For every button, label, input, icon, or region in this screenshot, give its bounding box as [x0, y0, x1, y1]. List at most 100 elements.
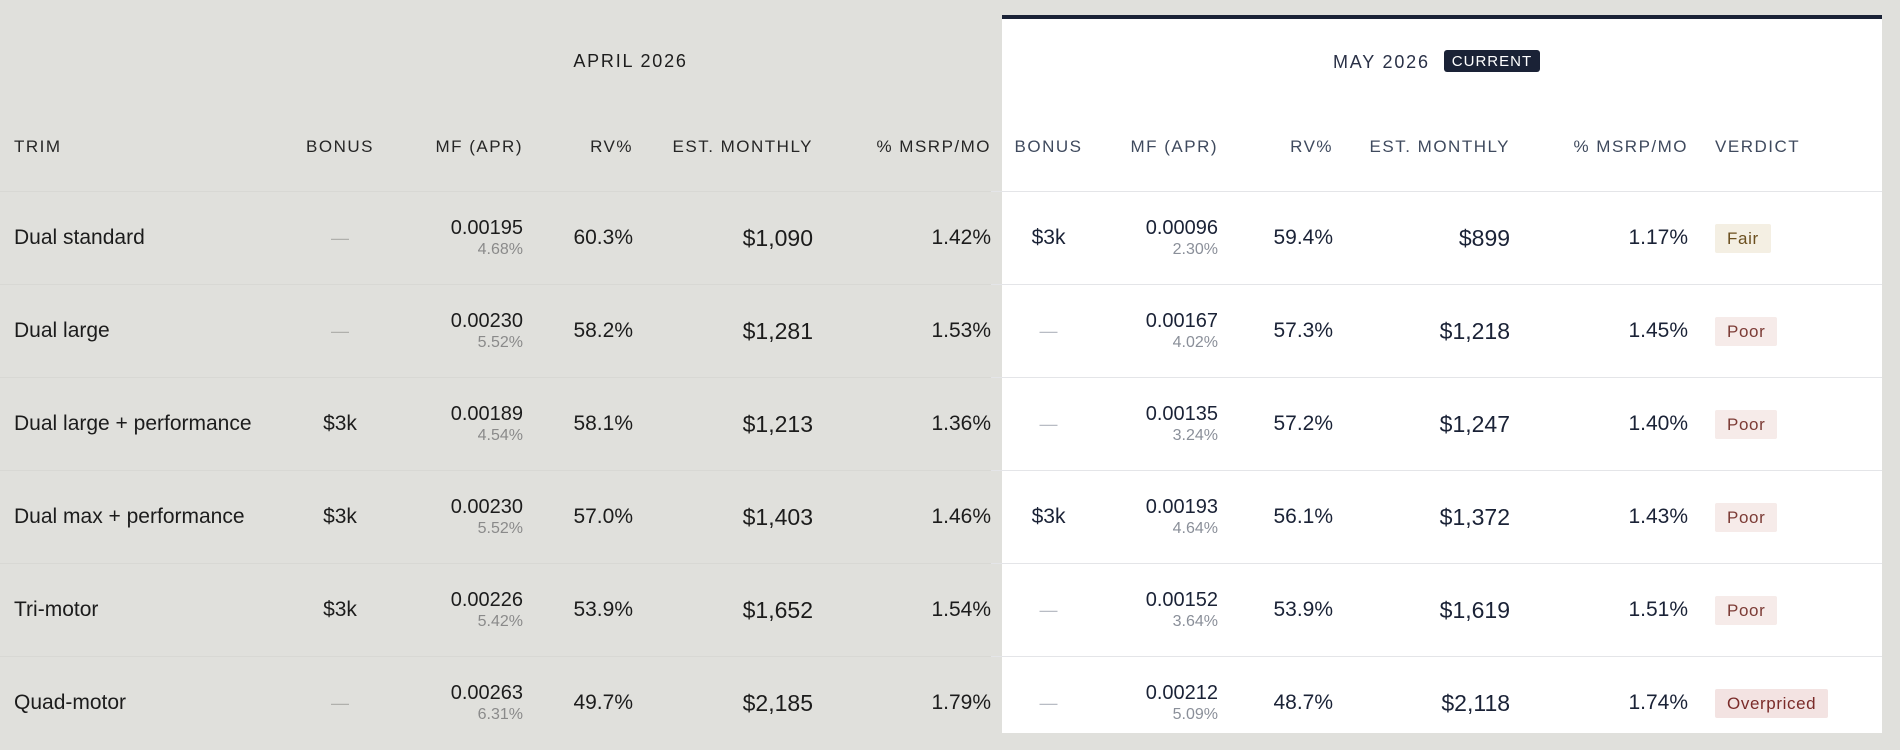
equivalent-apr: 5.52% [477, 520, 523, 537]
april-monthly-cell: $1,281 [633, 284, 813, 378]
money-factor: 0.00230 [450, 496, 523, 518]
may-bonus-cell: — [991, 656, 1107, 750]
may-bonus-cell: — [991, 563, 1107, 657]
april-rv-cell: 58.2% [523, 284, 633, 378]
april-monthly-cell: $1,403 [633, 470, 813, 564]
bonus-none-dash: — [1039, 414, 1058, 434]
may-rv-cell: 57.3% [1218, 284, 1334, 378]
money-factor: 0.00193 [1145, 496, 1219, 518]
col-header-april-mf: MF (APR) [435, 137, 523, 156]
may-pct-msrp-cell: 1.74% [1510, 656, 1689, 750]
col-header-may-mf: MF (APR) [1130, 137, 1219, 156]
equivalent-apr: 4.02% [1172, 334, 1219, 351]
verdict-badge: Fair [1715, 223, 1771, 253]
col-header-april-monthly: EST. MONTHLY [672, 137, 813, 156]
table-row: Dual large — 0.00230 5.52% 58.2% $1,281 1.53% —… [0, 284, 1883, 378]
april-mf-cell: 0.00230 5.52% [390, 284, 523, 378]
may-rv-cell: 56.1% [1218, 470, 1334, 564]
equivalent-apr: 4.64% [1172, 520, 1219, 537]
verdict-badge: Poor [1715, 595, 1778, 625]
equivalent-apr: 5.09% [1172, 706, 1219, 724]
money-factor: 0.00152 [1145, 589, 1219, 611]
money-factor: 0.00263 [450, 682, 523, 705]
verdict-badge: Overpriced [1715, 688, 1829, 718]
money-factor: 0.00189 [450, 403, 523, 425]
verdict-badge: Poor [1715, 409, 1778, 439]
trim-cell: Dual large [0, 284, 270, 378]
period-may-label: MAY 2026 [1332, 51, 1430, 72]
may-mf-cell: 0.00096 2.30% [1106, 191, 1219, 285]
april-monthly-cell: $1,213 [633, 377, 813, 471]
may-mf-cell: 0.00152 3.64% [1106, 563, 1219, 657]
april-monthly-cell: $1,090 [633, 191, 813, 285]
bonus-none-dash: — [1039, 321, 1058, 341]
table-row: Dual large + performance $3k 0.00189 4.54% 5… [0, 377, 1883, 471]
may-monthly-cell: $1,619 [1333, 563, 1511, 657]
equivalent-apr: 4.68% [477, 241, 523, 258]
equivalent-apr: 6.31% [477, 706, 523, 724]
may-rv-cell: 53.9% [1218, 563, 1334, 657]
verdict-cell: Poor [1688, 284, 1883, 378]
money-factor: 0.00230 [450, 310, 523, 332]
verdict-cell: Poor [1688, 563, 1883, 657]
may-mf-cell: 0.00167 4.02% [1106, 284, 1219, 378]
may-mf-cell: 0.00212 5.09% [1106, 656, 1219, 750]
equivalent-apr: 5.42% [477, 613, 523, 630]
may-monthly-cell: $899 [1333, 191, 1511, 285]
money-factor: 0.00212 [1145, 682, 1219, 705]
col-header-april-pct: % MSRP/MO [876, 137, 992, 156]
bonus-none-dash: — [331, 228, 349, 248]
period-may: MAY 2026 CURRENT [991, 19, 1882, 103]
col-header-trim: TRIM [14, 137, 62, 156]
bonus-none-dash: — [1039, 600, 1058, 620]
april-rv-cell: 57.0% [523, 470, 633, 564]
may-rv-cell: 57.2% [1218, 377, 1334, 471]
may-pct-msrp-cell: 1.51% [1510, 563, 1689, 657]
verdict-cell: Fair [1688, 191, 1883, 285]
may-pct-msrp-cell: 1.40% [1510, 377, 1689, 471]
table-row: Tri-motor $3k 0.00226 5.42% 53.9% $1,652 1.54%… [0, 563, 1883, 657]
equivalent-apr: 2.30% [1172, 241, 1219, 258]
verdict-cell: Poor [1688, 470, 1883, 564]
may-mf-cell: 0.00193 4.64% [1106, 470, 1219, 564]
april-rv-cell: 60.3% [523, 191, 633, 285]
verdict-badge: Poor [1715, 502, 1778, 532]
col-header-may-pct: % MSRP/MO [1573, 137, 1689, 156]
april-rv-cell: 58.1% [523, 377, 633, 471]
may-bonus-cell: $3k [991, 191, 1107, 285]
money-factor: 0.00167 [1145, 310, 1219, 332]
april-bonus-cell: — [270, 656, 390, 750]
trim-cell: Dual large + performance [0, 377, 270, 471]
trim-cell: Dual standard [0, 191, 270, 285]
april-mf-cell: 0.00195 4.68% [390, 191, 523, 285]
period-spacer [0, 19, 270, 103]
may-rv-cell: 59.4% [1218, 191, 1334, 285]
col-header-may-monthly: EST. MONTHLY [1369, 137, 1511, 156]
april-bonus-cell: $3k [270, 470, 390, 564]
may-pct-msrp-cell: 1.43% [1510, 470, 1689, 564]
april-rv-cell: 49.7% [523, 656, 633, 750]
equivalent-apr: 3.24% [1172, 427, 1219, 444]
money-factor: 0.00195 [450, 217, 523, 239]
april-bonus-cell: — [270, 284, 390, 378]
table-row: Dual max + performance $3k 0.00230 5.52% 57.… [0, 470, 1883, 564]
col-header-verdict: VERDICT [1715, 137, 1801, 156]
col-header-may-rv: RV% [1290, 137, 1334, 156]
april-mf-cell: 0.00263 6.31% [390, 656, 523, 750]
april-mf-cell: 0.00226 5.42% [390, 563, 523, 657]
april-rv-cell: 53.9% [523, 563, 633, 657]
april-pct-msrp-cell: 1.46% [813, 470, 992, 564]
lease-comparison-table: APRIL 2026 MAY 2026 CURRENT TRIM BONUS MF… [0, 19, 1883, 750]
april-bonus-cell: — [270, 191, 390, 285]
may-pct-msrp-cell: 1.17% [1510, 191, 1689, 285]
col-header-april-bonus: BONUS [306, 137, 374, 156]
current-badge: CURRENT [1443, 49, 1541, 72]
money-factor: 0.00226 [450, 589, 523, 611]
april-monthly-cell: $2,185 [633, 656, 813, 750]
period-april-label: APRIL 2026 [573, 50, 688, 71]
bonus-none-dash: — [331, 321, 349, 341]
equivalent-apr: 3.64% [1172, 613, 1219, 630]
april-monthly-cell: $1,652 [633, 563, 813, 657]
may-mf-cell: 0.00135 3.24% [1106, 377, 1219, 471]
may-bonus-cell: $3k [991, 470, 1107, 564]
